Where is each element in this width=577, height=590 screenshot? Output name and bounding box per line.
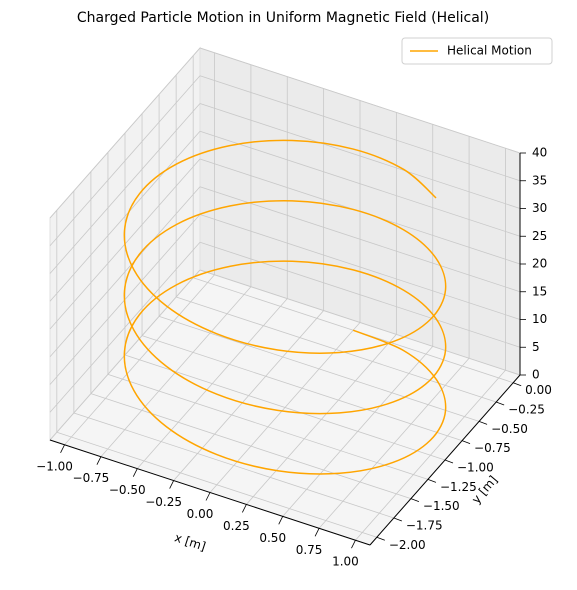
x-tick-label: 0.00 xyxy=(187,507,214,521)
tick-mark xyxy=(376,536,385,541)
y-tick-label: −0.50 xyxy=(491,422,528,436)
grid-line xyxy=(107,373,429,480)
tick-mark xyxy=(60,444,65,453)
x-tick-label: 0.25 xyxy=(223,519,250,533)
grid-line xyxy=(49,47,201,219)
x-tick-label: 0.75 xyxy=(296,543,323,557)
grid-line xyxy=(199,214,521,320)
grid-line xyxy=(199,186,521,293)
z-tick-label: 15 xyxy=(532,284,547,298)
grid-line xyxy=(199,47,521,154)
tick-mark xyxy=(278,516,284,525)
y-tick-label: −0.25 xyxy=(508,403,545,417)
tick-mark xyxy=(478,420,488,425)
x-tick-label: 0.50 xyxy=(259,531,286,545)
tick-mark xyxy=(314,528,320,537)
tick-mark xyxy=(169,480,174,489)
tick-mark xyxy=(410,498,420,503)
x-axis-label: x [m] xyxy=(173,530,208,553)
z-tick-label: 35 xyxy=(532,173,547,187)
x-tick-label: −1.00 xyxy=(36,459,73,473)
y-tick-label: −1.50 xyxy=(423,499,460,513)
tick-mark xyxy=(461,440,471,445)
grid-line xyxy=(199,241,521,348)
grid-line xyxy=(49,241,201,413)
grid-line xyxy=(199,103,521,209)
tick-mark xyxy=(351,540,356,549)
tick-mark xyxy=(393,517,403,522)
grid-line xyxy=(73,412,394,519)
grid-line xyxy=(199,130,521,237)
z-tick-label: 0 xyxy=(532,368,540,382)
y-tick-label: −1.00 xyxy=(457,461,494,475)
x-tick-label: −0.50 xyxy=(109,483,146,497)
x-tick-label: 1.00 xyxy=(332,555,359,569)
grid-line xyxy=(199,269,521,376)
grid-line xyxy=(124,354,446,461)
grid-line xyxy=(176,296,497,403)
chart-title: Charged Particle Motion in Uniform Magne… xyxy=(77,10,489,26)
z-tick-label: 5 xyxy=(532,340,540,354)
x-tick-label: −0.25 xyxy=(145,495,182,509)
tick-mark xyxy=(444,459,454,464)
y-tick-label: −2.00 xyxy=(389,538,426,552)
legend-label: Helical Motion xyxy=(447,44,532,58)
x-axis-line xyxy=(49,439,371,546)
grid-line xyxy=(49,186,201,358)
z-tick-label: 40 xyxy=(532,146,547,160)
z-tick-label: 25 xyxy=(532,229,547,243)
grid-line xyxy=(49,130,201,302)
x-tick-label: −0.75 xyxy=(73,471,110,485)
y-tick-label: −1.25 xyxy=(440,480,477,494)
z-tick-label: 10 xyxy=(532,312,547,326)
y-tick-label: 0.00 xyxy=(525,383,552,397)
grid-line xyxy=(49,75,201,247)
grid-line xyxy=(199,75,521,182)
grid-line xyxy=(158,315,480,422)
z-tick-label: 20 xyxy=(532,257,547,271)
grid-line xyxy=(56,431,377,538)
helix-line xyxy=(123,139,447,475)
y-axis-line xyxy=(369,374,521,546)
grid-line xyxy=(49,103,201,274)
grid-line xyxy=(141,335,463,442)
tick-mark xyxy=(132,468,138,477)
z-axis-label: z [m] xyxy=(576,238,577,269)
tick-mark xyxy=(427,478,437,483)
grid-line xyxy=(90,393,412,500)
tick-mark xyxy=(96,456,102,465)
z-tick-label: 30 xyxy=(532,201,547,215)
tick-mark xyxy=(242,504,247,513)
y-tick-label: −1.75 xyxy=(406,518,443,532)
y-tick-label: −0.75 xyxy=(474,441,511,455)
tick-mark xyxy=(205,492,211,501)
tick-mark xyxy=(495,401,505,406)
tick-mark xyxy=(513,382,522,387)
legend-box xyxy=(401,37,553,65)
